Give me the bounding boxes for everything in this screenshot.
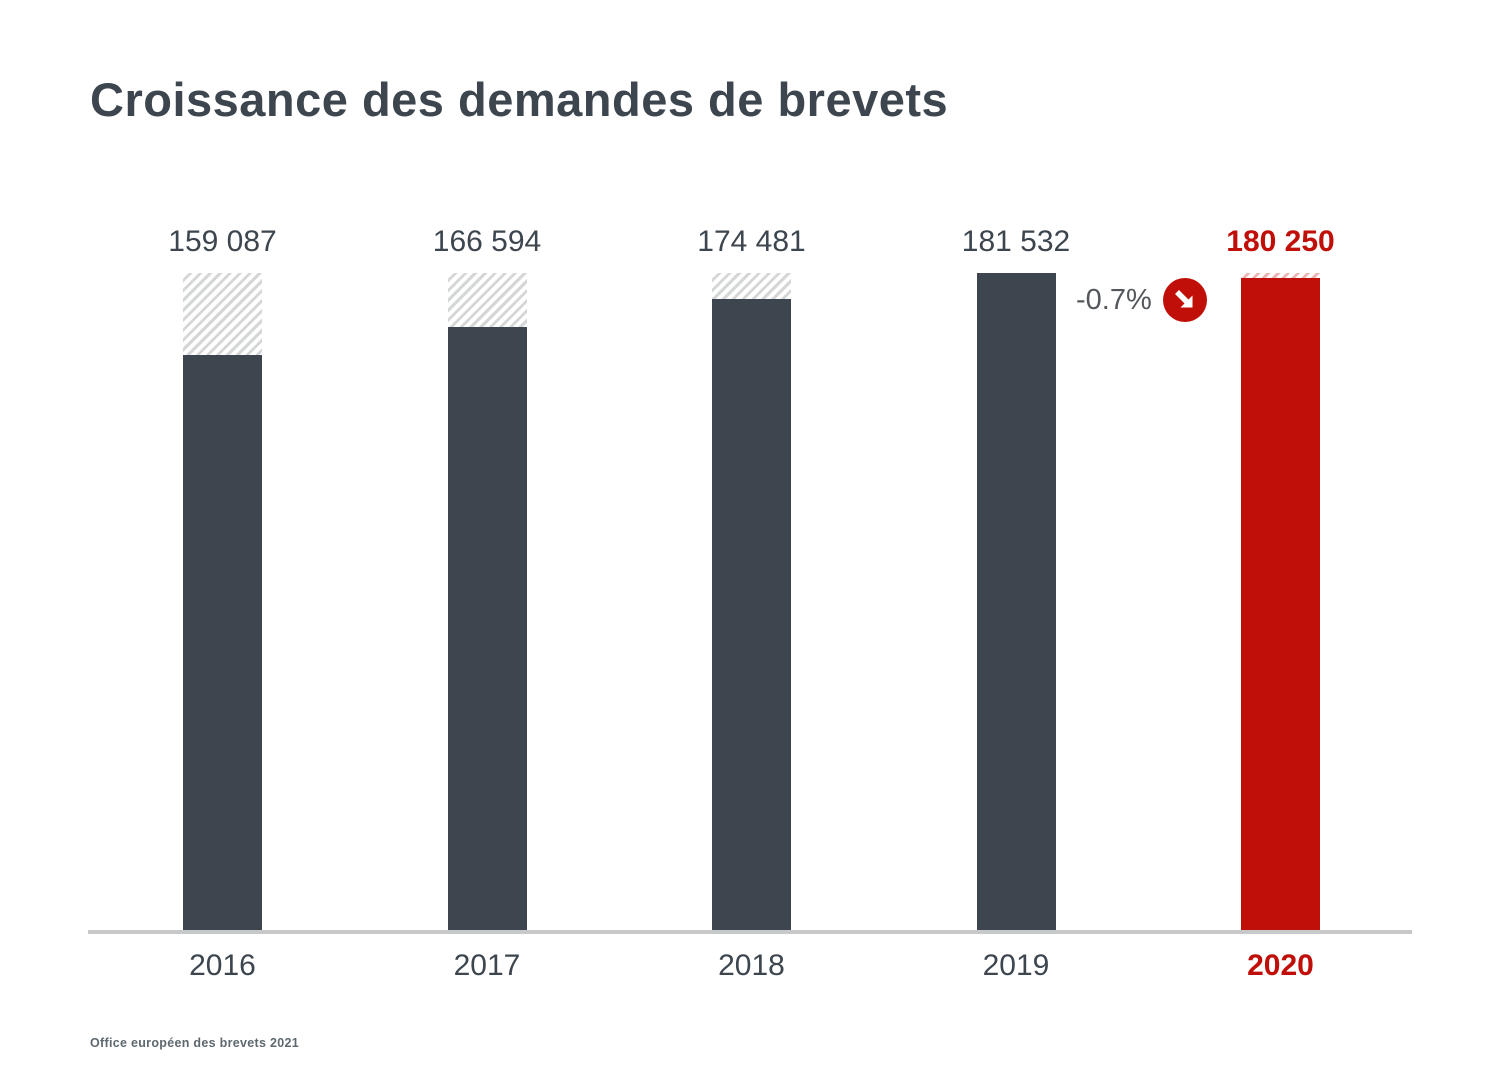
value-label-2016: 159 087 <box>168 225 277 258</box>
bar-2018 <box>712 298 791 934</box>
x-tick-2017: 2017 <box>453 949 521 982</box>
x-tick-2020: 2020 <box>1247 949 1314 982</box>
bar-2016 <box>183 354 262 934</box>
change-value-label: -0.7% <box>1076 284 1152 316</box>
bar-2020 <box>1241 277 1320 934</box>
value-label-2018: 174 481 <box>697 225 806 258</box>
x-axis-line <box>88 930 1412 934</box>
bar-hatch-2018 <box>712 273 791 299</box>
x-tick-2019: 2019 <box>982 949 1050 982</box>
arrow-down-right-icon <box>1162 278 1207 322</box>
bar-hatch-2017 <box>447 273 527 328</box>
value-label-2019: 181 532 <box>961 225 1071 258</box>
chart-title: Croissance des demandes de brevets <box>90 73 949 126</box>
x-tick-2016: 2016 <box>189 949 256 982</box>
value-label-2017: 166 594 <box>432 225 542 258</box>
bar-hatch-2016 <box>183 273 262 355</box>
x-tick-2018: 2018 <box>718 949 785 982</box>
bar-hatch-2020 <box>1241 273 1320 278</box>
bar-2019 <box>976 273 1056 934</box>
change-annotation: -0.7% <box>1076 278 1207 322</box>
value-label-2020: 180 250 <box>1226 225 1335 258</box>
bar-2017 <box>447 327 527 934</box>
source-note: Office européen des brevets 2021 <box>90 1036 299 1050</box>
